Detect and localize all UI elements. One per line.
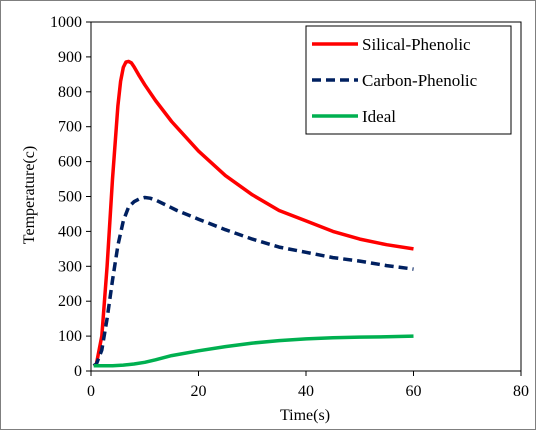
axes — [86, 21, 522, 376]
series-line-carbon-phenolic — [92, 195, 414, 368]
series-line-silical-phenolic — [92, 59, 414, 368]
y-tick-label: 700 — [58, 119, 82, 136]
series-line-ideal — [93, 334, 414, 368]
legend: Silical-Phenolic Carbon-Phenolic Ideal — [305, 25, 512, 135]
x-tick-label: 20 — [191, 383, 207, 400]
series-lines — [92, 59, 414, 368]
y-tick-label: 200 — [58, 293, 82, 310]
y-tick-label: 0 — [74, 363, 82, 380]
y-tick-label: 400 — [58, 223, 82, 240]
x-axis-label: Time(s) — [280, 407, 330, 424]
x-tick-label: 0 — [87, 383, 95, 400]
tick-labels: 0 100 200 300 400 500 600 700 800 900 1000 0 20 40 60 8… — [50, 14, 529, 400]
x-tick-label: 60 — [406, 383, 422, 400]
legend-label: Ideal — [362, 107, 396, 126]
y-axis-label: Temperature(c) — [21, 146, 38, 244]
legend-label: Carbon-Phenolic — [362, 71, 478, 90]
y-tick-label: 1000 — [50, 14, 82, 31]
y-tick-label: 100 — [58, 328, 82, 345]
y-tick-label: 900 — [58, 49, 82, 66]
legend-label: Silical-Phenolic — [362, 35, 471, 54]
y-tick-label: 500 — [58, 189, 82, 206]
y-tick-label: 600 — [58, 154, 82, 171]
y-tick-label: 800 — [58, 84, 82, 101]
x-tick-label: 80 — [513, 383, 529, 400]
y-tick-label: 300 — [58, 258, 82, 275]
x-tick-label: 40 — [298, 383, 314, 400]
